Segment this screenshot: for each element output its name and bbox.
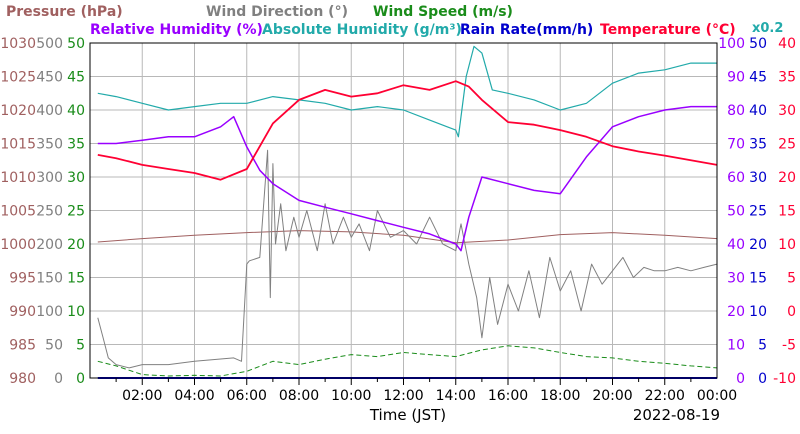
rain-rate-tick-label: 30 xyxy=(749,170,767,186)
temperature-tick-label: 15 xyxy=(778,204,796,220)
pressure-tick-label: 1025 xyxy=(0,70,36,86)
humidity-tick-label: 60 xyxy=(727,170,745,186)
temperature-tick-label: 20 xyxy=(778,170,796,186)
temperature-tick-label: 25 xyxy=(778,137,796,153)
wind-speed-tick-label: 25 xyxy=(67,204,85,220)
wind-direction-tick-label: 50 xyxy=(45,338,63,354)
rain-rate-tick-label: 0 xyxy=(758,371,767,387)
absolute-humidity-line xyxy=(97,45,717,138)
wind-direction-tick-label: 0 xyxy=(54,371,63,387)
wind-direction-tick-label: 500 xyxy=(36,36,63,52)
temperature-tick-label: 5 xyxy=(787,271,796,287)
temperature-tick-label: 40 xyxy=(778,36,796,52)
x-tick-label: 08:00 xyxy=(279,388,319,404)
rain-rate-tick-label: 50 xyxy=(749,36,767,52)
pressure-tick-label: 1005 xyxy=(0,204,36,220)
pressure-tick-label: 990 xyxy=(9,304,36,320)
x-axis-title: Time (JST) xyxy=(369,406,446,424)
wind-speed-tick-label: 50 xyxy=(67,36,85,52)
pressure-tick-label: 985 xyxy=(9,338,36,354)
rain-rate-tick-label: 40 xyxy=(749,103,767,119)
temperature-tick-label: -10 xyxy=(773,371,796,387)
wind-direction-tick-label: 350 xyxy=(36,137,63,153)
temperature-tick-label: -5 xyxy=(782,338,796,354)
humidity-tick-label: 40 xyxy=(727,237,745,253)
x-tick-label: 02:00 xyxy=(122,388,162,404)
wind-speed-tick-label: 20 xyxy=(67,237,85,253)
temperature-tick-label: 30 xyxy=(778,103,796,119)
wind-direction-tick-label: 450 xyxy=(36,70,63,86)
rain-rate-tick-label: 35 xyxy=(749,137,767,153)
temperature-line xyxy=(97,80,718,181)
wind-speed-tick-label: 45 xyxy=(67,70,85,86)
pressure-tick-label: 1020 xyxy=(0,103,36,119)
scale-note: x0.2 xyxy=(752,21,783,36)
pressure-tick-label: 1010 xyxy=(0,170,36,186)
pressure-tick-label: 1030 xyxy=(0,36,36,52)
pressure-tick-label: 1015 xyxy=(0,137,36,153)
wind-direction-tick-label: 250 xyxy=(36,204,63,220)
wind-speed-line xyxy=(97,345,718,377)
humidity-tick-label: 20 xyxy=(727,304,745,320)
wind-speed-tick-label: 40 xyxy=(67,103,85,119)
temperature-tick-label: 35 xyxy=(778,70,796,86)
grid-layer xyxy=(90,43,717,378)
wind-speed-tick-label: 10 xyxy=(67,304,85,320)
legend-wind-speed: Wind Speed (m/s) xyxy=(373,4,513,20)
x-tick-label: 20:00 xyxy=(592,388,632,404)
humidity-tick-label: 90 xyxy=(727,70,745,86)
legend-rain-rate: Rain Rate(mm/h) xyxy=(460,22,593,38)
x-tick-label: 18:00 xyxy=(540,388,580,404)
legend-relative-humidity: Relative Humidity (%) xyxy=(90,22,263,38)
pressure-line xyxy=(97,230,718,244)
wind-direction-tick-label: 400 xyxy=(36,103,63,119)
x-tick-label: 00:00 xyxy=(697,388,737,404)
pressure-tick-label: 980 xyxy=(9,371,36,387)
wind-speed-tick-label: 0 xyxy=(76,371,85,387)
wind-direction-tick-label: 200 xyxy=(36,237,63,253)
rain-rate-tick-label: 25 xyxy=(749,204,767,220)
humidity-tick-label: 100 xyxy=(718,36,745,52)
wind-direction-tick-label: 100 xyxy=(36,304,63,320)
humidity-tick-label: 80 xyxy=(727,103,745,119)
legend-temperature: Temperature (°C) xyxy=(600,22,736,38)
wind-direction-line xyxy=(97,149,718,369)
date-label: 2022-08-19 xyxy=(633,406,720,424)
x-tick-label: 12:00 xyxy=(383,388,423,404)
wind-direction-tick-label: 150 xyxy=(36,271,63,287)
legend-pressure: Pressure (hPa) xyxy=(6,4,123,20)
wind-speed-tick-label: 35 xyxy=(67,137,85,153)
x-tick-label: 14:00 xyxy=(436,388,476,404)
rain-rate-tick-label: 45 xyxy=(749,70,767,86)
legend-wind-direction: Wind Direction (°) xyxy=(206,4,348,20)
humidity-tick-label: 50 xyxy=(727,204,745,220)
humidity-tick-label: 0 xyxy=(736,371,745,387)
x-tick-label: 22:00 xyxy=(645,388,685,404)
x-tick-label: 04:00 xyxy=(174,388,214,404)
wind-direction-tick-label: 300 xyxy=(36,170,63,186)
wind-speed-tick-label: 15 xyxy=(67,271,85,287)
humidity-tick-label: 30 xyxy=(727,271,745,287)
wind-speed-tick-label: 5 xyxy=(76,338,85,354)
temperature-tick-label: 10 xyxy=(778,237,796,253)
pressure-tick-label: 1000 xyxy=(0,237,36,253)
rain-rate-tick-label: 20 xyxy=(749,237,767,253)
humidity-tick-label: 70 xyxy=(727,137,745,153)
wind-speed-tick-label: 30 xyxy=(67,170,85,186)
pressure-tick-label: 995 xyxy=(9,271,36,287)
legend-absolute-humidity: Absolute Humidity (g/m³) xyxy=(262,22,462,38)
temperature-tick-label: 0 xyxy=(787,304,796,320)
x-tick-label: 06:00 xyxy=(227,388,267,404)
rain-rate-tick-label: 15 xyxy=(749,271,767,287)
axis-layer: 02:00 04:00 06:00 08:00 10:00 12:00 14:00 16:00… xyxy=(0,36,796,404)
rain-rate-tick-label: 5 xyxy=(758,338,767,354)
x-tick-label: 16:00 xyxy=(488,388,528,404)
rain-rate-tick-label: 10 xyxy=(749,304,767,320)
x-tick-label: 10:00 xyxy=(331,388,371,404)
humidity-tick-label: 10 xyxy=(727,338,745,354)
relative-humidity-line xyxy=(97,105,717,252)
